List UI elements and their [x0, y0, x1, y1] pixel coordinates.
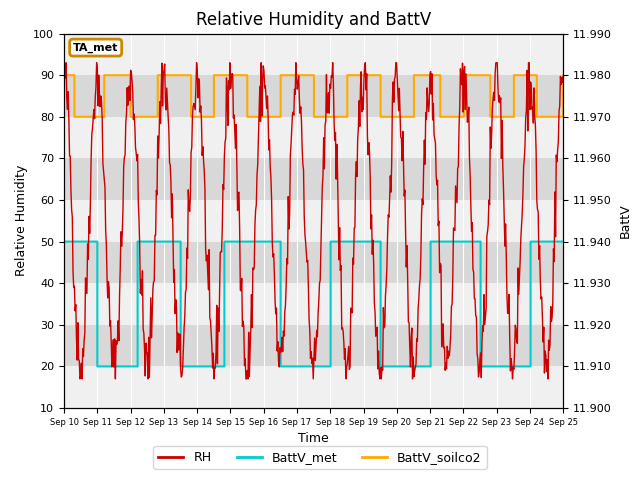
Legend: RH, BattV_met, BattV_soilco2: RH, BattV_met, BattV_soilco2: [154, 446, 486, 469]
Bar: [64, 117, 563, 158]
X-axis label: Time: Time: [298, 432, 329, 445]
Bar: [64, 200, 563, 241]
Bar: [64, 283, 563, 325]
Bar: [64, 366, 563, 408]
Text: TA_met: TA_met: [73, 42, 118, 53]
Y-axis label: BattV: BattV: [619, 204, 632, 238]
Bar: [64, 34, 563, 75]
Y-axis label: Relative Humidity: Relative Humidity: [15, 165, 28, 276]
Title: Relative Humidity and BattV: Relative Humidity and BattV: [196, 11, 431, 29]
